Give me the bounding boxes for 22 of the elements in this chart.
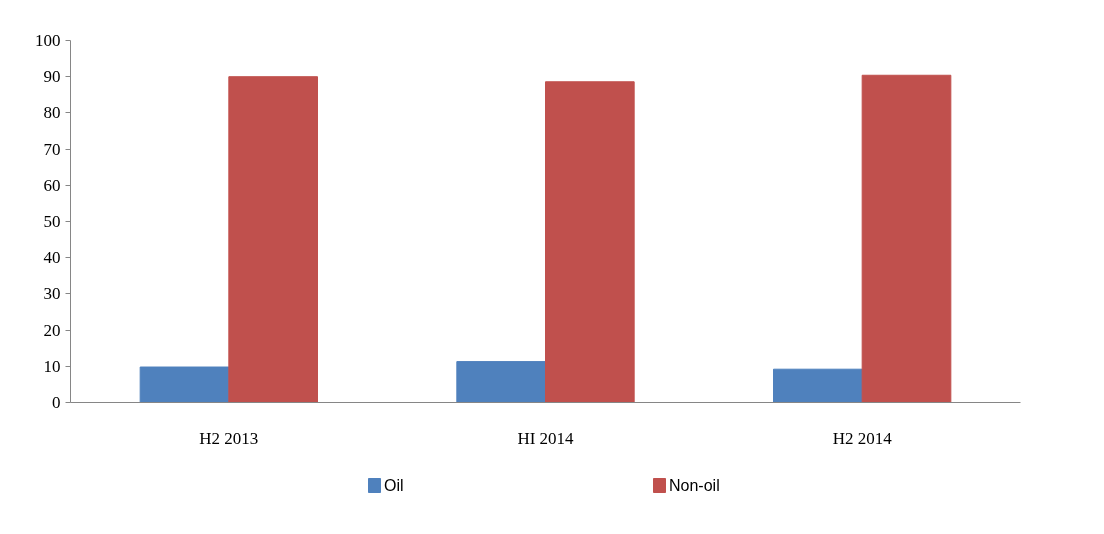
bar	[228, 76, 318, 403]
y-tick-label: 20	[43, 320, 61, 340]
y-tick-label: 50	[43, 212, 61, 231]
y-tick-label: 0	[52, 393, 61, 412]
x-tick-label: HI 2014	[517, 428, 575, 448]
y-tick-label: 90	[43, 67, 61, 87]
bar	[545, 81, 635, 403]
bar	[456, 361, 546, 403]
legend-label: Oil	[384, 477, 404, 494]
bar	[773, 368, 863, 403]
y-tick-label: 80	[43, 103, 61, 123]
y-tick-label: 100	[35, 31, 61, 50]
y-tick-label: 60	[43, 175, 61, 195]
x-tick-label: H2 2013	[199, 428, 259, 448]
y-tick-label: 10	[43, 356, 61, 376]
x-tick-label: H2 2014	[832, 428, 893, 448]
bar	[861, 74, 952, 403]
y-tick-label: 70	[43, 139, 61, 159]
legend-label: Non-oil	[669, 477, 720, 494]
y-tick-label: 40	[43, 248, 61, 268]
y-tick-label: 30	[43, 284, 61, 304]
bar	[139, 366, 230, 403]
